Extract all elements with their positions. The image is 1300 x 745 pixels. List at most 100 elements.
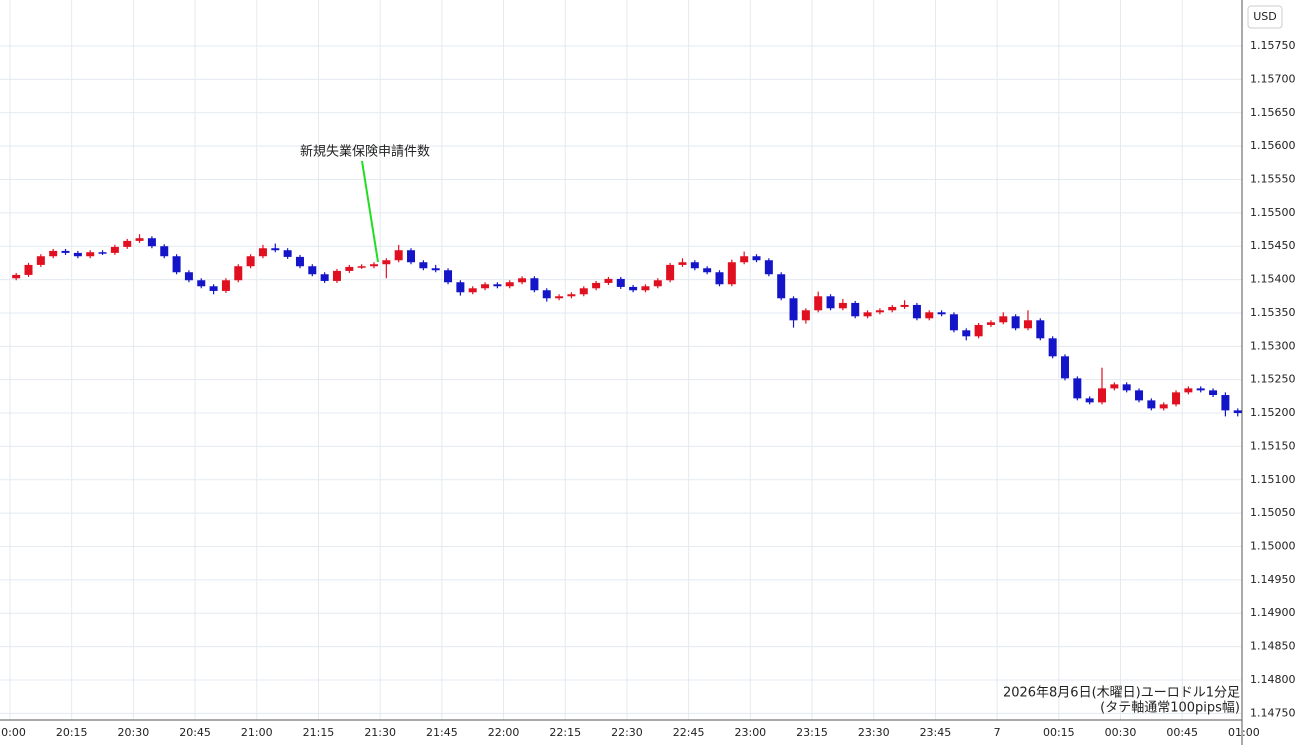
candle-body xyxy=(1048,338,1057,357)
candle-body xyxy=(974,324,983,337)
x-tick-label: 22:00 xyxy=(488,726,520,739)
candle-body xyxy=(332,270,341,281)
candle-body xyxy=(1159,404,1168,409)
candle-body xyxy=(1233,410,1242,414)
y-tick-label: 1.15250 xyxy=(1250,373,1296,386)
x-tick-label: 21:00 xyxy=(241,726,273,739)
candle-body xyxy=(160,246,169,257)
candle-body xyxy=(888,306,897,311)
candle-body xyxy=(431,268,440,271)
x-tick-label: 23:30 xyxy=(858,726,890,739)
candle-body xyxy=(258,248,267,257)
candle-body xyxy=(382,260,391,265)
candle-body xyxy=(147,238,156,247)
candle-body xyxy=(345,266,354,271)
x-tick-label: 22:30 xyxy=(611,726,643,739)
y-tick-label: 1.15350 xyxy=(1250,306,1296,319)
candle-body xyxy=(579,288,588,295)
x-tick-label: 23:00 xyxy=(734,726,766,739)
candle-body xyxy=(999,316,1008,323)
candle-body xyxy=(715,272,724,285)
y-tick-label: 1.15750 xyxy=(1250,39,1296,52)
x-tick-label: 21:30 xyxy=(364,726,396,739)
x-tick-label: 21:45 xyxy=(426,726,458,739)
candle-body xyxy=(197,280,206,287)
candle-body xyxy=(1221,395,1230,411)
candle-body xyxy=(740,256,749,263)
y-tick-label: 1.15200 xyxy=(1250,406,1296,419)
candle-body xyxy=(962,330,971,337)
candle-body xyxy=(12,274,21,279)
candle-body xyxy=(629,286,638,291)
caption-line: (タテ軸通常100pips幅) xyxy=(1100,701,1240,716)
x-tick-label: 00:45 xyxy=(1166,726,1198,739)
candle-body xyxy=(777,274,786,299)
y-tick-label: 1.15000 xyxy=(1250,540,1296,553)
x-tick-label: 20:30 xyxy=(118,726,150,739)
candle-body xyxy=(308,266,317,275)
candle-body xyxy=(135,238,144,241)
candle-body xyxy=(271,248,280,251)
candle-body xyxy=(949,314,958,331)
candle-body xyxy=(727,262,736,285)
candle-body xyxy=(912,304,921,319)
candle-body xyxy=(1110,384,1119,389)
y-tick-label: 1.15050 xyxy=(1250,506,1296,519)
x-tick-label: 00:15 xyxy=(1043,726,1075,739)
candle-body xyxy=(444,270,453,283)
currency-label: USD xyxy=(1253,10,1277,23)
candle-body xyxy=(1135,390,1144,401)
candle-body xyxy=(764,260,773,275)
candle-body xyxy=(986,322,995,325)
candle-body xyxy=(542,290,551,299)
candle-body xyxy=(851,302,860,317)
candle-body xyxy=(98,252,107,254)
candle-body xyxy=(900,304,909,307)
candle-body xyxy=(826,296,835,309)
candle-body xyxy=(1085,398,1094,403)
candle-body xyxy=(814,296,823,311)
x-tick-label: 22:45 xyxy=(673,726,705,739)
candle-body xyxy=(86,252,95,257)
candle-body xyxy=(419,262,428,269)
currency-box xyxy=(1247,5,1283,29)
candle-body xyxy=(1196,388,1205,391)
annotation-label: 新規失業保険申請件数 xyxy=(300,144,430,160)
candle-body xyxy=(703,268,712,273)
candle-body xyxy=(1011,316,1020,329)
y-tick-label: 1.15400 xyxy=(1250,273,1296,286)
y-tick-label: 1.14900 xyxy=(1250,606,1296,619)
candle-body xyxy=(295,256,304,267)
candle-body xyxy=(234,266,243,281)
x-tick-label: 01:00 xyxy=(1228,726,1260,739)
y-tick-label: 1.14750 xyxy=(1250,706,1296,719)
candle-body xyxy=(49,250,58,257)
candle-body xyxy=(61,250,70,253)
candle-body xyxy=(1073,378,1082,399)
candle-body xyxy=(221,280,230,291)
x-tick-label: 21:15 xyxy=(303,726,335,739)
y-tick-label: 1.14800 xyxy=(1250,673,1296,686)
candle-body xyxy=(172,256,181,273)
candle-body xyxy=(468,288,477,293)
x-tick-label: 20:00 xyxy=(0,726,26,739)
candle-body xyxy=(456,282,465,293)
candle-body xyxy=(36,256,45,265)
candle-body xyxy=(1023,320,1032,329)
candle-body xyxy=(246,256,255,267)
x-tick-label: 00:30 xyxy=(1105,726,1137,739)
candle-body xyxy=(407,250,416,263)
candle-body xyxy=(838,302,847,309)
candle-body xyxy=(481,284,490,289)
y-tick-label: 1.15150 xyxy=(1250,439,1296,452)
candle-body xyxy=(518,278,527,283)
candle-body xyxy=(73,252,82,257)
y-tick-label: 1.15450 xyxy=(1250,239,1296,252)
candle-body xyxy=(1184,388,1193,393)
x-tick-label: 7 xyxy=(994,726,1001,739)
x-tick-label: 22:15 xyxy=(549,726,581,739)
candle-body xyxy=(370,264,379,267)
candle-body xyxy=(1172,392,1181,405)
candle-body xyxy=(616,278,625,287)
